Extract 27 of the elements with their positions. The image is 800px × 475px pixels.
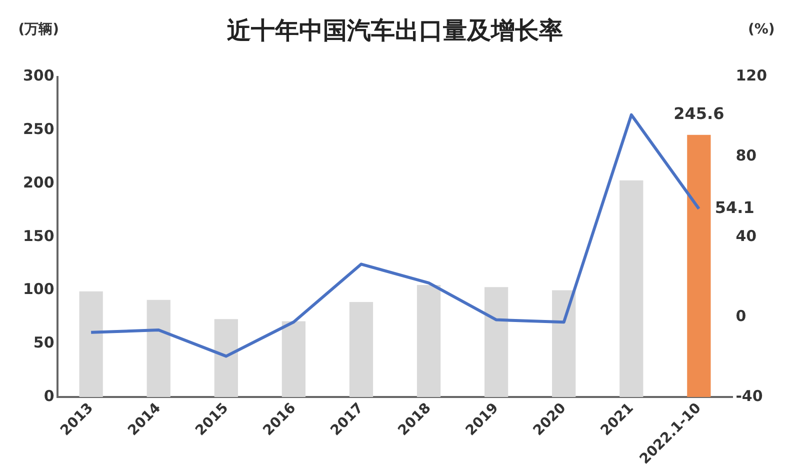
bar <box>620 180 644 398</box>
bar <box>687 134 711 398</box>
y2-tick-label: 0 <box>736 306 746 325</box>
y-tick-label: 150 <box>23 226 54 245</box>
y2-axis-title: (%) <box>748 22 775 38</box>
chart-title: 近十年中国汽车出口量及增长率 <box>227 16 563 45</box>
bar <box>349 302 374 398</box>
bar <box>214 319 238 398</box>
y-tick-label: 250 <box>23 120 54 138</box>
y-tick-label: 50 <box>33 334 54 352</box>
bar <box>146 300 170 398</box>
y-tick-label: 100 <box>23 280 54 298</box>
bar <box>552 290 576 398</box>
y-tick-label: 200 <box>23 173 54 192</box>
y-tick-label: 300 <box>23 66 54 85</box>
bar <box>79 291 103 398</box>
data-label: 245.6 <box>674 104 724 124</box>
y2-tick-label: 40 <box>736 226 757 245</box>
y-axis-title: (万辆) <box>18 22 60 38</box>
data-label: 54.1 <box>714 198 754 217</box>
y-tick-label: 0 <box>44 386 54 405</box>
y2-tick-label: 80 <box>736 146 757 165</box>
bar <box>282 321 306 398</box>
y2-tick-label: 120 <box>736 66 767 85</box>
bar <box>416 284 441 398</box>
y2-tick-label: -40 <box>736 386 763 405</box>
bar <box>484 287 508 398</box>
